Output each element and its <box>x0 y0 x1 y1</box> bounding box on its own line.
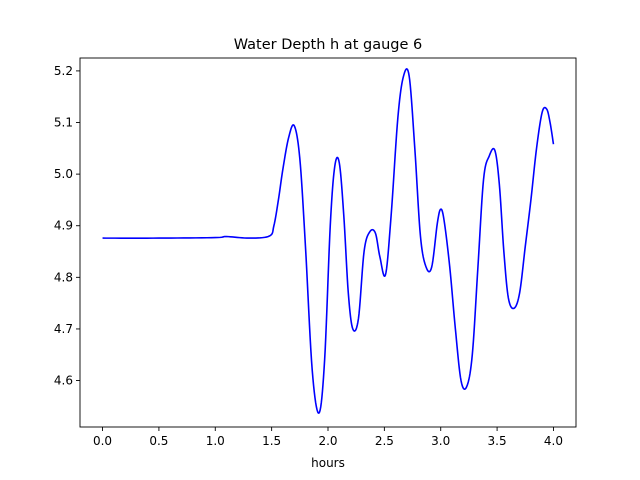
y-tick-label: 5.0 <box>54 167 73 181</box>
data-point <box>536 148 537 149</box>
data-point <box>440 209 441 210</box>
x-tick-label: 3.5 <box>488 434 507 448</box>
y-tick-label: 5.1 <box>54 116 73 130</box>
data-point <box>425 266 426 267</box>
data-point <box>444 220 445 221</box>
data-point <box>102 238 103 239</box>
data-point <box>553 144 554 145</box>
data-point <box>483 179 484 180</box>
x-axis-label: hours <box>311 456 345 470</box>
data-point <box>226 236 227 237</box>
data-point <box>437 223 438 224</box>
y-tick-label: 4.6 <box>54 374 73 388</box>
x-tick-label: 2.0 <box>318 434 337 448</box>
data-point <box>542 112 543 113</box>
data-point <box>385 274 386 275</box>
data-point <box>282 168 283 169</box>
x-tick-label: 1.5 <box>262 434 281 448</box>
data-point <box>519 292 520 293</box>
data-point <box>299 158 300 159</box>
data-point <box>409 75 410 76</box>
data-point <box>330 225 331 226</box>
y-axis-ticks: 4.6 4.7 4.8 4.9 5.0 5.1 5.2 <box>54 64 80 388</box>
x-axis-ticks: 0.0 0.5 1.0 1.5 2.0 2.5 3.0 3.5 4.0 <box>93 427 563 448</box>
data-point <box>343 215 344 216</box>
data-point <box>334 166 335 167</box>
data-point <box>549 122 550 123</box>
x-tick-label: 0.0 <box>93 434 112 448</box>
data-point <box>273 225 274 226</box>
y-tick-label: 4.8 <box>54 270 73 284</box>
data-point <box>215 237 216 238</box>
data-point <box>455 328 456 329</box>
data-point <box>352 328 353 329</box>
data-point <box>397 117 398 118</box>
data-point <box>460 380 461 381</box>
data-point <box>305 246 306 247</box>
data-point <box>391 215 392 216</box>
data-point <box>508 297 509 298</box>
data-point <box>499 184 500 185</box>
data-point <box>546 108 547 109</box>
data-point <box>466 386 467 387</box>
data-point <box>348 292 349 293</box>
x-tick-label: 3.0 <box>431 434 450 448</box>
data-point <box>369 231 370 232</box>
x-tick-label: 0.5 <box>149 434 168 448</box>
data-point <box>414 148 415 149</box>
plot-area <box>80 58 576 427</box>
data-point <box>503 251 504 252</box>
data-point <box>339 162 340 163</box>
data-point <box>269 235 270 236</box>
data-point <box>294 125 295 126</box>
x-tick-label: 1.0 <box>206 434 225 448</box>
data-point <box>158 238 159 239</box>
data-point <box>494 150 495 151</box>
data-point <box>472 354 473 355</box>
data-point <box>420 235 421 236</box>
data-point <box>403 75 404 76</box>
x-tick-label: 2.5 <box>375 434 394 448</box>
data-point <box>358 318 359 319</box>
y-tick-label: 4.7 <box>54 322 73 336</box>
y-tick-label: 5.2 <box>54 64 73 78</box>
data-point <box>513 308 514 309</box>
series-line <box>102 68 555 414</box>
data-point <box>379 256 380 257</box>
data-point <box>489 155 490 156</box>
y-tick-label: 4.9 <box>54 219 73 233</box>
chart-title: Water Depth h at gauge 6 <box>234 37 422 53</box>
data-point <box>288 137 289 138</box>
data-point <box>278 199 279 200</box>
data-point <box>363 251 364 252</box>
plot-frame <box>79 57 577 428</box>
data-point <box>477 266 478 267</box>
data-point <box>530 199 531 200</box>
data-point <box>312 370 313 371</box>
data-point <box>525 246 526 247</box>
data-point <box>431 266 432 267</box>
data-point <box>449 266 450 267</box>
data-point <box>375 232 376 233</box>
data-point <box>324 359 325 360</box>
data-point <box>318 412 319 413</box>
data-point <box>248 238 249 239</box>
x-tick-label: 4.0 <box>544 434 563 448</box>
